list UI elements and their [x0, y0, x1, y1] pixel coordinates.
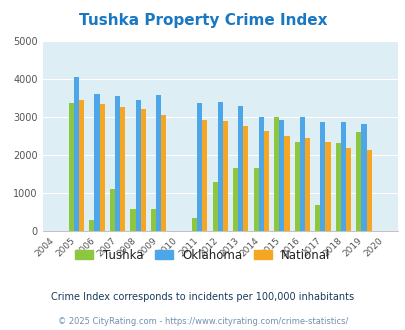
- Text: Crime Index corresponds to incidents per 100,000 inhabitants: Crime Index corresponds to incidents per…: [51, 292, 354, 302]
- Bar: [294, 142, 299, 231]
- Bar: [115, 96, 120, 231]
- Bar: [279, 120, 284, 231]
- Bar: [135, 100, 141, 231]
- Bar: [68, 104, 74, 231]
- Bar: [320, 122, 325, 231]
- Bar: [120, 107, 125, 231]
- Bar: [74, 77, 79, 231]
- Bar: [345, 148, 350, 231]
- Bar: [325, 142, 330, 231]
- Bar: [202, 120, 207, 231]
- Bar: [253, 168, 258, 231]
- Bar: [263, 131, 269, 231]
- Bar: [130, 209, 135, 231]
- Bar: [161, 115, 166, 231]
- Bar: [212, 182, 217, 231]
- Bar: [232, 168, 238, 231]
- Bar: [192, 218, 197, 231]
- Bar: [243, 126, 248, 231]
- Bar: [284, 136, 289, 231]
- Bar: [360, 124, 366, 231]
- Bar: [141, 109, 145, 231]
- Bar: [94, 94, 99, 231]
- Bar: [356, 132, 360, 231]
- Bar: [197, 104, 202, 231]
- Bar: [89, 220, 94, 231]
- Bar: [273, 117, 279, 231]
- Bar: [299, 117, 304, 231]
- Bar: [340, 122, 345, 231]
- Text: © 2025 CityRating.com - https://www.cityrating.com/crime-statistics/: © 2025 CityRating.com - https://www.city…: [58, 317, 347, 326]
- Bar: [217, 102, 222, 231]
- Bar: [110, 189, 115, 231]
- Legend: Tushka, Oklahoma, National: Tushka, Oklahoma, National: [70, 244, 335, 266]
- Bar: [79, 100, 84, 231]
- Bar: [99, 104, 104, 231]
- Bar: [335, 143, 340, 231]
- Bar: [366, 150, 371, 231]
- Text: Tushka Property Crime Index: Tushka Property Crime Index: [79, 13, 326, 28]
- Bar: [222, 121, 227, 231]
- Bar: [156, 95, 161, 231]
- Bar: [238, 106, 243, 231]
- Bar: [304, 138, 309, 231]
- Bar: [258, 117, 263, 231]
- Bar: [151, 209, 156, 231]
- Bar: [314, 205, 320, 231]
